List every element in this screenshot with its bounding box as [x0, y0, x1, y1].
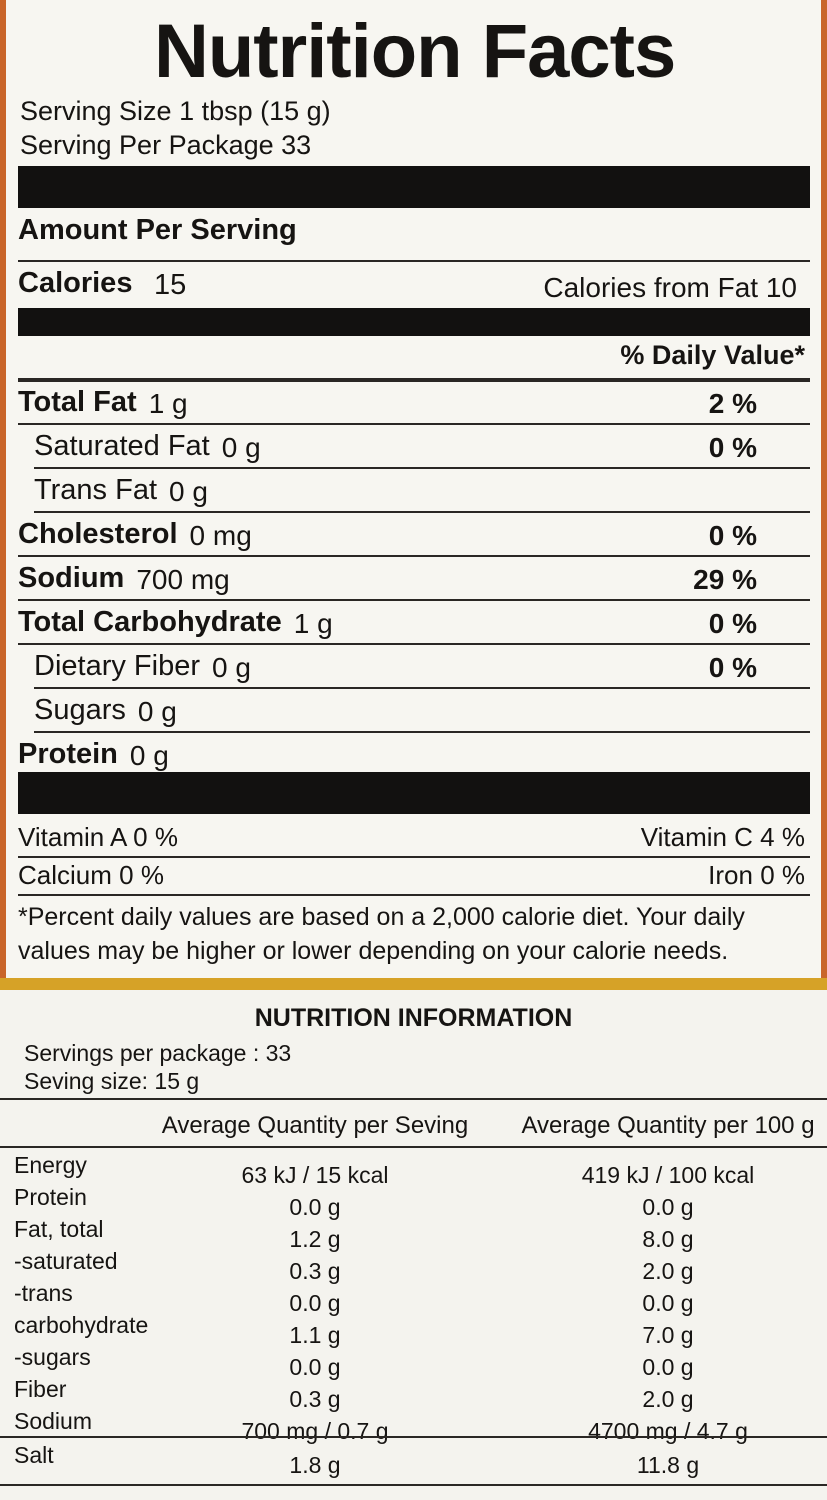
- table-title: NUTRITION INFORMATION: [254, 1004, 573, 1032]
- nutrient-name: Sodium: [18, 562, 125, 594]
- rule: [0, 1484, 827, 1486]
- sub-nutrient-name: Sugars: [34, 694, 126, 726]
- row-label: Fiber: [14, 1376, 67, 1402]
- row-value: 4700 mg / 4.7 g: [588, 1418, 748, 1444]
- row-label: Salt: [14, 1442, 54, 1468]
- nutrient-amount: 0 g: [212, 652, 251, 683]
- servings-per-package: Serving Per Package 33: [20, 130, 312, 160]
- daily-value: 0 %: [708, 652, 757, 683]
- nutrient-amount: 1 g: [293, 608, 333, 639]
- row-label: Fat, total: [14, 1216, 104, 1242]
- sub-nutrient-name: Trans Fat: [34, 474, 158, 506]
- amount-per-serving: Amount Per Serving: [18, 214, 297, 246]
- serving-size: Serving Size 1 tbsp (15 g): [20, 96, 331, 126]
- row-value: 419 kJ / 100 kcal: [581, 1162, 755, 1188]
- nutrient-amount: 700 mg: [136, 564, 230, 595]
- row-value: 63 kJ / 15 kcal: [241, 1162, 389, 1188]
- column-header: Average Quantity per Seving: [161, 1112, 469, 1139]
- calories-from-fat: Calories from Fat 10: [543, 272, 797, 303]
- calories-label: Calories: [18, 267, 133, 299]
- rule: [34, 731, 810, 733]
- row-label: Sodium: [14, 1408, 92, 1434]
- daily-value: 2 %: [708, 388, 757, 419]
- daily-value: 0 %: [708, 432, 757, 463]
- nutrient-name: Cholesterol: [18, 518, 178, 550]
- nutrition-facts-panel: Nutrition Facts Serving Size 1 tbsp (15 g…: [6, 0, 821, 978]
- rule: [34, 687, 810, 689]
- nutrient-amount: 0 g: [129, 740, 169, 771]
- row-label: Protein: [14, 1184, 87, 1210]
- rule: [18, 894, 810, 896]
- row-value: 1.1 g: [289, 1322, 341, 1348]
- rule: [34, 511, 810, 513]
- row-value: 0.3 g: [289, 1258, 341, 1284]
- row-value: 0.0 g: [289, 1194, 341, 1220]
- rule: [18, 378, 810, 382]
- nutrient-name: Total Fat: [18, 386, 137, 418]
- row-label: -trans: [14, 1280, 73, 1306]
- sub-nutrient-name: Dietary Fiber: [34, 650, 200, 682]
- rule: [18, 599, 810, 601]
- vitamin-left: Vitamin A 0 %: [18, 822, 178, 852]
- nutrient-amount: 0 g: [221, 432, 261, 463]
- row-value: 700 mg / 0.7 g: [241, 1418, 389, 1444]
- column-header: Average Quantity per 100 g: [521, 1112, 815, 1139]
- nutrient-amount: 1 g: [148, 388, 188, 419]
- row-value: 0.0 g: [289, 1290, 341, 1316]
- rule: [0, 1098, 827, 1100]
- footnote: *Percent daily values are based on a 2,0…: [18, 903, 745, 965]
- daily-value-header: % Daily Value*: [620, 340, 805, 370]
- row-value: 0.3 g: [289, 1386, 341, 1412]
- divider-stripe: [0, 978, 827, 990]
- daily-value: 0 %: [708, 520, 757, 551]
- calories-value: 15: [154, 269, 187, 301]
- row-label: Energy: [14, 1152, 87, 1178]
- row-value: 0.0 g: [289, 1354, 341, 1380]
- nutrient-amount: 0 g: [169, 476, 208, 507]
- rule: [0, 1146, 827, 1148]
- black-bar: [18, 772, 810, 814]
- row-value: 0.0 g: [642, 1354, 694, 1380]
- nutrient-name: Total Carbohydrate: [18, 606, 282, 638]
- rule: [34, 467, 810, 469]
- black-bar: [18, 166, 810, 208]
- nutrient-name: Protein: [18, 738, 118, 770]
- vitamin-right: Vitamin C 4 %: [640, 822, 805, 852]
- row-value: 1.8 g: [289, 1452, 341, 1478]
- row-label: -saturated: [14, 1248, 118, 1274]
- rule: [18, 555, 810, 557]
- row-value: 0.0 g: [642, 1290, 694, 1316]
- rule: [18, 423, 810, 425]
- row-value: 1.2 g: [289, 1226, 341, 1252]
- vitamin-left: Calcium 0 %: [18, 860, 164, 890]
- daily-value: 29 %: [693, 564, 757, 595]
- nutrient-amount: 0 mg: [189, 520, 252, 551]
- row-value: 8.0 g: [642, 1226, 694, 1252]
- rule: [18, 643, 810, 645]
- black-bar: [18, 308, 810, 336]
- rule: [18, 260, 810, 262]
- rule: [18, 856, 810, 858]
- row-value: 2.0 g: [642, 1258, 694, 1284]
- vitamin-right: Iron 0 %: [708, 860, 805, 890]
- row-label: carbohydrate: [14, 1312, 149, 1338]
- nutrient-amount: 0 g: [137, 696, 177, 727]
- row-value: 0.0 g: [642, 1194, 694, 1220]
- serving-size: Seving size: 15 g: [24, 1068, 200, 1094]
- nutrition-information-panel: NUTRITION INFORMATION Servings per packag…: [0, 990, 827, 1500]
- row-value: 7.0 g: [642, 1322, 694, 1348]
- servings-per-package: Servings per package : 33: [24, 1040, 292, 1066]
- daily-value: 0 %: [708, 608, 757, 639]
- sub-nutrient-name: Saturated Fat: [34, 430, 210, 462]
- row-value: 11.8 g: [636, 1452, 700, 1478]
- title: Nutrition Facts: [154, 9, 676, 94]
- row-value: 2.0 g: [642, 1386, 694, 1412]
- rule: [0, 1436, 827, 1438]
- row-label: -sugars: [14, 1344, 91, 1370]
